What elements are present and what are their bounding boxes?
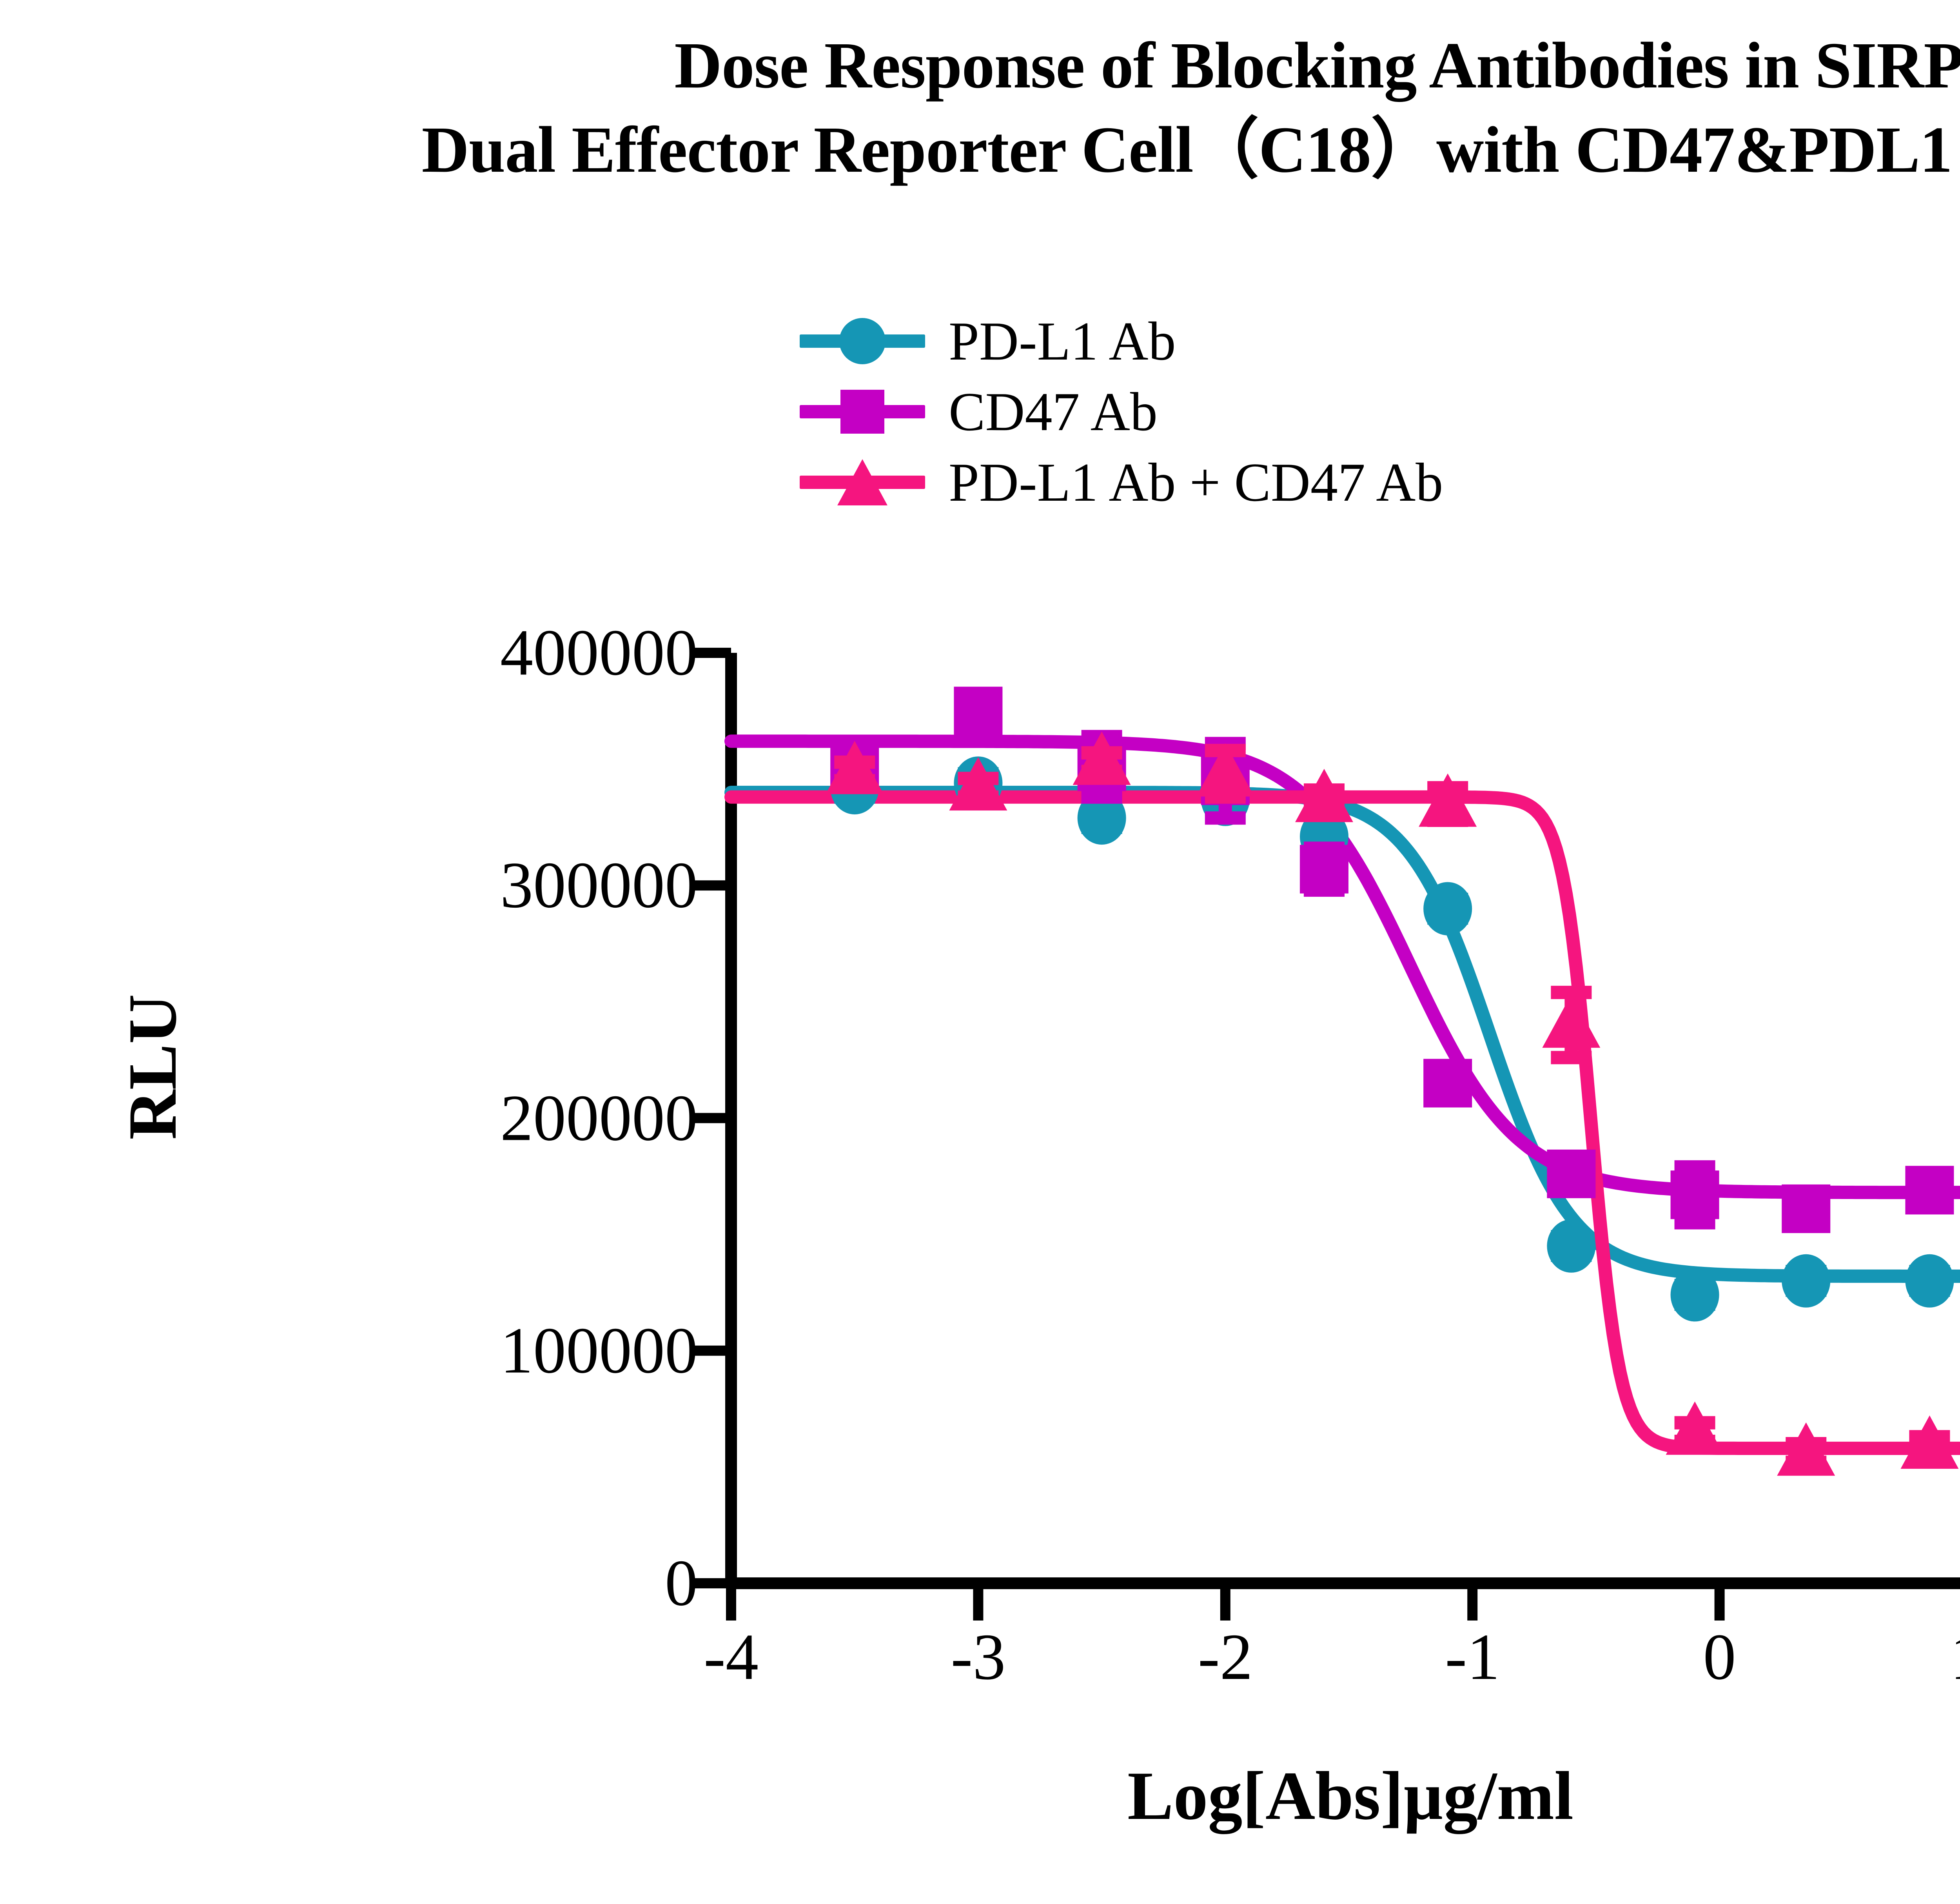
x-tick-label-3: -1: [1445, 1621, 1500, 1693]
marker-triangle-2-7: [1666, 1401, 1724, 1455]
x-tick-label-0: -4: [704, 1621, 759, 1693]
marker-triangle-2-0: [826, 741, 884, 794]
marker-triangle-2-8: [1777, 1422, 1835, 1476]
marker-square-1-4: [1299, 845, 1348, 894]
legend-label-1: CD47 Ab: [949, 381, 1158, 442]
y-tick-label-4: 400000: [500, 616, 698, 689]
marker-square-1-1: [954, 687, 1003, 736]
marker-circle-0-7: [1670, 1268, 1719, 1322]
x-tick-label-1: -3: [951, 1621, 1006, 1693]
marker-triangle-2-4: [1295, 769, 1353, 822]
marker-triangle-2-2: [1073, 731, 1131, 785]
fit-curve-1: [724, 734, 1960, 1199]
chart-title-line-1: Dose Response of Blocking Antibodies in …: [674, 29, 1960, 102]
legend-marker-square-icon: [800, 388, 925, 435]
y-axis-label: RLU: [114, 994, 191, 1140]
marker-circle-0-9: [1905, 1254, 1954, 1308]
chart-legend: PD-L1 Ab CD47 Ab PD-L1 Ab + CD47 Ab: [800, 306, 1443, 518]
y-tick-label-3: 300000: [500, 848, 698, 922]
y-tick-label-1: 100000: [500, 1314, 698, 1387]
legend-item-2: PD-L1 Ab + CD47 Ab: [800, 447, 1443, 518]
marker-triangle-2-9: [1900, 1415, 1959, 1469]
marker-triangle-2-5: [1419, 773, 1477, 827]
marker-square-1-7: [1670, 1170, 1719, 1219]
marker-triangle-2-6: [1542, 994, 1601, 1048]
marker-square-1-8: [1782, 1184, 1831, 1233]
marker-triangle-2-3: [1196, 743, 1254, 797]
y-tick-label-2: 200000: [500, 1081, 698, 1154]
marker-circle-0-8: [1782, 1254, 1831, 1308]
marker-triangle-2-1: [949, 757, 1007, 811]
legend-label-0: PD-L1 Ab: [949, 311, 1176, 372]
marker-circle-0-5: [1423, 882, 1472, 936]
marker-circle-0-2: [1077, 791, 1126, 845]
x-tick-label-2: -2: [1198, 1621, 1253, 1693]
marker-square-1-5: [1423, 1059, 1472, 1108]
chart-title: Dose Response of Blocking Antibodies in …: [0, 24, 1960, 192]
legend-label-2: PD-L1 Ab + CD47 Ab: [949, 452, 1443, 513]
x-axis-label: Log[Abs]µg/ml: [1127, 1758, 1573, 1834]
x-tick-label-5: 1: [1950, 1619, 1960, 1695]
marker-square-1-9: [1905, 1166, 1954, 1215]
x-tick-label-4: 0: [1703, 1621, 1736, 1693]
legend-item-0: PD-L1 Ab: [800, 306, 1443, 376]
fit-curve-2: [724, 790, 1960, 1455]
marker-circle-0-6: [1547, 1219, 1596, 1273]
chart-title-line-2: Dual Effector Reporter Cell（C18）with CD4…: [421, 113, 1960, 187]
legend-marker-triangle-icon: [800, 459, 925, 506]
marker-square-1-6: [1547, 1149, 1596, 1198]
y-tick-label-0: 0: [665, 1546, 698, 1620]
legend-marker-circle-icon: [800, 318, 925, 365]
legend-item-1: CD47 Ab: [800, 376, 1443, 447]
